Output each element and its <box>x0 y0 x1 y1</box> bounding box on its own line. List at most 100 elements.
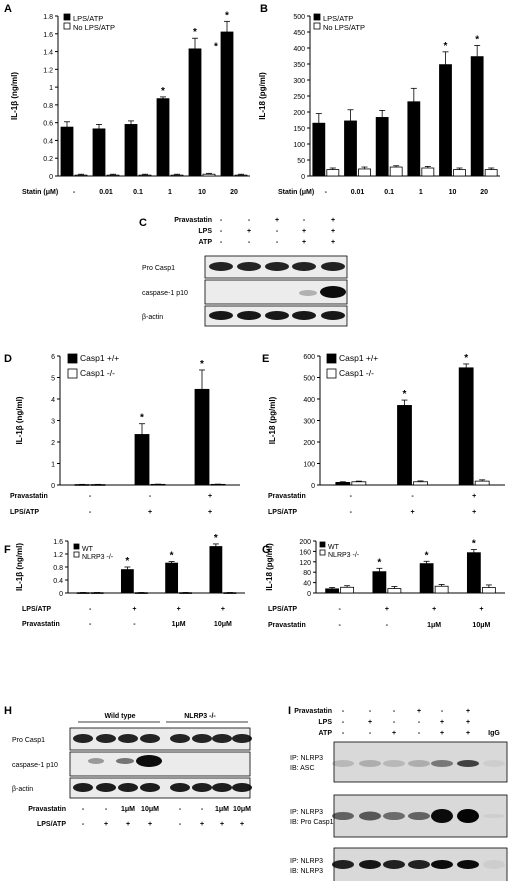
blot-band-asc <box>408 760 430 767</box>
y-tick-label: 0 <box>51 483 55 490</box>
condition-sign: - <box>418 719 421 726</box>
blot-band-pro-casp1 <box>192 734 212 743</box>
y-tick-label: 0 <box>311 483 315 490</box>
condition-sign: + <box>302 239 306 246</box>
condition-sign: + <box>440 730 444 737</box>
condition-sign: + <box>302 228 306 235</box>
y-tick-label: 300 <box>293 78 305 85</box>
condition-sign: + <box>200 821 204 828</box>
condition-sign: - <box>411 493 414 500</box>
y-tick-label: 250 <box>293 94 305 101</box>
condition-sign: 1μM <box>172 621 186 628</box>
blot-band-pro-casp1 <box>383 812 405 820</box>
group-label: NLRP3 -/- <box>184 713 216 720</box>
blot-band-pro-casp1 <box>292 262 316 271</box>
legend-label: No LPS/ATP <box>323 23 365 32</box>
condition-sign: - <box>369 730 372 737</box>
condition-sign: 1μM <box>121 806 135 813</box>
panel-letter: D <box>4 353 12 365</box>
x-tick-label: 20 <box>480 189 488 196</box>
condition-sign: - <box>248 239 251 246</box>
condition-label: Pravastatin <box>10 493 48 500</box>
panel-letter: A <box>4 3 12 15</box>
condition-sign: + <box>247 228 251 235</box>
condition-sign: + <box>177 606 181 613</box>
blot-band-p10 <box>88 758 104 764</box>
y-axis-label: IL-18 (pg/ml) <box>268 396 277 444</box>
significance-star: * <box>214 41 218 52</box>
panel-letter: I <box>288 705 291 717</box>
condition-sign: + <box>126 821 130 828</box>
blot-band-actin <box>237 311 261 320</box>
y-tick-label: 1.2 <box>53 552 63 559</box>
bar <box>421 167 435 177</box>
blot-band-nlrp3 <box>332 860 354 869</box>
condition-label: Pravastatin <box>294 708 332 715</box>
y-tick-label: 500 <box>293 14 305 21</box>
y-tick-label: 1.2 <box>43 67 53 74</box>
condition-sign: + <box>368 719 372 726</box>
condition-sign: - <box>303 217 306 224</box>
x-tick-label: 1 <box>168 189 172 196</box>
significance-star: * <box>464 353 468 364</box>
condition-sign: + <box>104 821 108 828</box>
condition-label: Pravastatin <box>268 493 306 500</box>
bar <box>397 405 412 486</box>
bar <box>466 552 481 594</box>
bar <box>470 56 484 177</box>
y-tick-label: 400 <box>293 46 305 53</box>
y-tick-label: 1.6 <box>53 539 63 546</box>
condition-sign: + <box>331 217 335 224</box>
condition-sign: - <box>350 509 353 516</box>
bar <box>134 434 150 486</box>
condition-sign: - <box>338 622 341 629</box>
bar <box>413 481 428 486</box>
legend-swatch <box>319 541 326 548</box>
condition-sign: - <box>418 730 421 737</box>
y-tick-label: 0 <box>307 591 311 598</box>
bar <box>358 168 371 177</box>
blot-band-nlrp3 <box>383 860 405 869</box>
bar <box>194 388 210 486</box>
condition-sign: 10μM <box>233 806 251 813</box>
blot-band-pro-casp1 <box>483 814 505 818</box>
bar <box>92 128 106 177</box>
condition-label: Pravastatin <box>268 622 306 629</box>
legend-swatch <box>73 543 80 550</box>
bar <box>344 120 357 177</box>
y-tick-label: 0.8 <box>53 565 63 572</box>
bar <box>351 481 367 486</box>
blot-ib-label: IB: ASC <box>290 765 315 772</box>
x-tick-label: - <box>73 189 76 196</box>
blot-band-pro-casp1 <box>359 811 381 821</box>
x-tick-label: 20 <box>230 189 238 196</box>
y-tick-label: 350 <box>293 62 305 69</box>
bar <box>60 126 74 177</box>
blot-band-asc <box>383 760 405 767</box>
y-tick-label: 1.8 <box>43 14 53 21</box>
condition-sign: - <box>89 621 92 628</box>
blot-band-pro-casp1 <box>170 734 190 743</box>
y-axis-label: IL-1β (ng/ml) <box>15 543 24 591</box>
legend-swatch <box>313 13 321 21</box>
x-tick-label: 0.01 <box>351 189 365 196</box>
blot-band-nlrp3 <box>457 860 479 869</box>
legend-swatch <box>326 353 337 364</box>
y-tick-label: 450 <box>293 30 305 37</box>
bar <box>74 174 88 177</box>
bar <box>202 173 216 177</box>
blot-band-pro-casp1 <box>431 809 453 823</box>
blot-band-actin <box>73 783 93 792</box>
condition-sign: IgG <box>488 730 500 737</box>
significance-star: * <box>225 10 229 21</box>
condition-sign: + <box>148 509 152 516</box>
blot-band-nlrp3 <box>431 860 453 869</box>
blot-band-p10 <box>299 290 317 296</box>
significance-star: * <box>200 359 204 370</box>
condition-label: LPS/ATP <box>22 606 51 613</box>
panel-letter: G <box>262 544 271 556</box>
panel-letter: E <box>262 353 269 365</box>
bar <box>340 586 355 594</box>
condition-sign: - <box>179 806 182 813</box>
condition-label: ATP <box>319 730 333 737</box>
